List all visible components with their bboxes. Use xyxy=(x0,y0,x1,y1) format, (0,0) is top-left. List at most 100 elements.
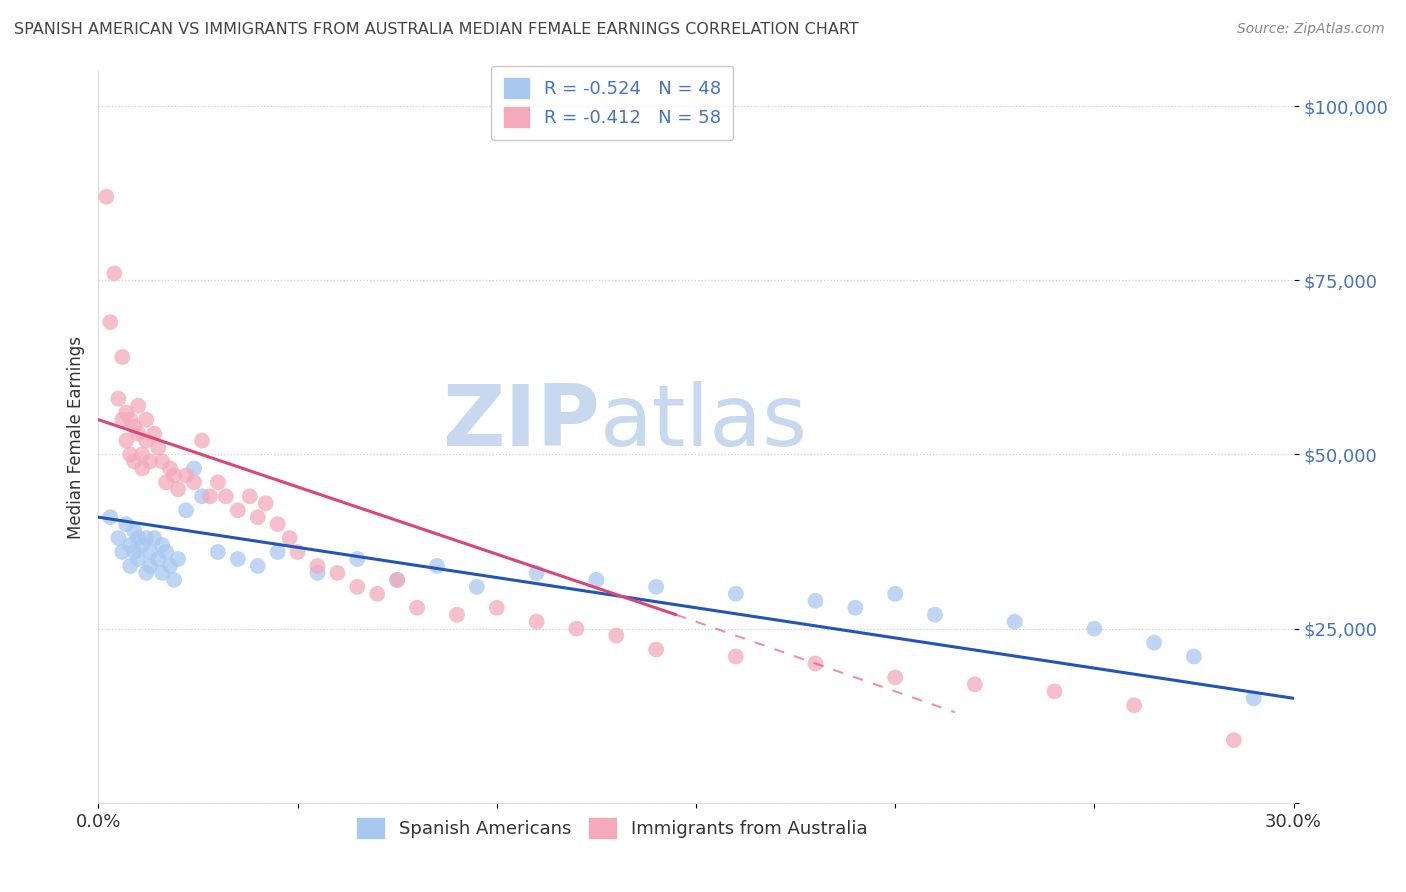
Point xyxy=(804,594,827,608)
Point xyxy=(239,489,262,503)
Y-axis label: Median Female Earnings: Median Female Earnings xyxy=(66,335,84,539)
Point xyxy=(844,600,866,615)
Point xyxy=(111,545,134,559)
Point xyxy=(131,538,153,552)
Point xyxy=(307,558,329,573)
Point xyxy=(1182,649,1205,664)
Point xyxy=(1143,635,1166,649)
Point xyxy=(124,524,146,538)
Point xyxy=(804,657,827,671)
Point xyxy=(111,412,134,426)
Point xyxy=(465,580,488,594)
Point xyxy=(98,315,122,329)
Point xyxy=(148,552,170,566)
Point xyxy=(724,587,747,601)
Point xyxy=(124,454,146,468)
Point xyxy=(191,489,214,503)
Point xyxy=(174,468,197,483)
Point xyxy=(183,461,205,475)
Point xyxy=(143,531,166,545)
Point xyxy=(120,558,142,573)
Point xyxy=(724,649,747,664)
Point xyxy=(645,580,668,594)
Point xyxy=(139,558,162,573)
Point xyxy=(127,399,149,413)
Point xyxy=(135,566,157,580)
Point xyxy=(139,545,162,559)
Point xyxy=(207,475,229,490)
Point xyxy=(127,531,149,545)
Point xyxy=(585,573,607,587)
Point xyxy=(207,545,229,559)
Point xyxy=(307,566,329,580)
Point xyxy=(155,475,177,490)
Point xyxy=(167,552,190,566)
Point xyxy=(150,454,173,468)
Point xyxy=(111,350,134,364)
Point xyxy=(406,600,429,615)
Point xyxy=(127,426,149,441)
Point xyxy=(163,573,186,587)
Point xyxy=(98,510,122,524)
Point xyxy=(120,448,142,462)
Point xyxy=(159,461,181,475)
Point xyxy=(107,531,129,545)
Point xyxy=(124,545,146,559)
Point xyxy=(150,566,173,580)
Legend: Spanish Americans, Immigrants from Australia: Spanish Americans, Immigrants from Austr… xyxy=(350,811,875,845)
Point xyxy=(163,468,186,483)
Point xyxy=(148,441,170,455)
Point xyxy=(485,600,508,615)
Point xyxy=(605,629,627,643)
Point xyxy=(143,426,166,441)
Point xyxy=(198,489,221,503)
Point xyxy=(1004,615,1026,629)
Point xyxy=(446,607,468,622)
Point xyxy=(326,566,349,580)
Point xyxy=(139,454,162,468)
Point xyxy=(385,573,409,587)
Point xyxy=(254,496,277,510)
Point xyxy=(226,552,249,566)
Point xyxy=(107,392,129,406)
Point xyxy=(215,489,238,503)
Point xyxy=(135,412,157,426)
Point xyxy=(963,677,986,691)
Point xyxy=(167,483,190,497)
Point xyxy=(131,461,153,475)
Point xyxy=(103,266,125,280)
Text: atlas: atlas xyxy=(600,381,808,464)
Point xyxy=(1243,691,1265,706)
Point xyxy=(346,580,368,594)
Point xyxy=(1223,733,1246,747)
Point xyxy=(115,517,138,532)
Text: ZIP: ZIP xyxy=(443,381,600,464)
Point xyxy=(155,545,177,559)
Point xyxy=(226,503,249,517)
Point xyxy=(346,552,368,566)
Point xyxy=(1123,698,1146,713)
Point xyxy=(526,615,548,629)
Point xyxy=(174,503,197,517)
Point xyxy=(183,475,205,490)
Point xyxy=(267,517,290,532)
Point xyxy=(115,434,138,448)
Point xyxy=(1083,622,1105,636)
Point xyxy=(246,510,269,524)
Point xyxy=(924,607,946,622)
Point xyxy=(884,587,907,601)
Point xyxy=(385,573,409,587)
Point xyxy=(246,558,269,573)
Point xyxy=(366,587,388,601)
Point xyxy=(115,406,138,420)
Text: SPANISH AMERICAN VS IMMIGRANTS FROM AUSTRALIA MEDIAN FEMALE EARNINGS CORRELATION: SPANISH AMERICAN VS IMMIGRANTS FROM AUST… xyxy=(14,22,859,37)
Point xyxy=(135,531,157,545)
Point xyxy=(287,545,309,559)
Point xyxy=(645,642,668,657)
Point xyxy=(127,552,149,566)
Point xyxy=(426,558,449,573)
Point xyxy=(124,419,146,434)
Point xyxy=(120,538,142,552)
Text: Source: ZipAtlas.com: Source: ZipAtlas.com xyxy=(1237,22,1385,37)
Point xyxy=(884,670,907,684)
